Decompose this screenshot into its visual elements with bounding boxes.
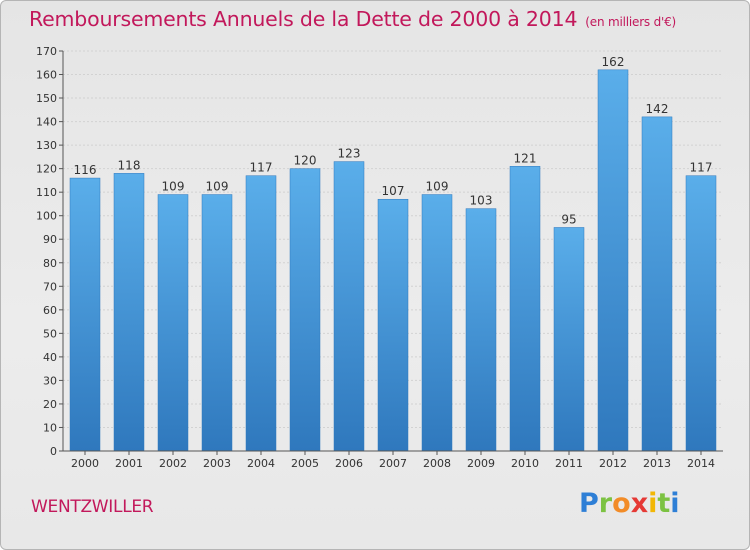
bar-2000[interactable] bbox=[69, 177, 101, 452]
bars bbox=[69, 69, 717, 452]
logo-letter: r bbox=[598, 488, 613, 519]
y-tick-label: 110 bbox=[36, 186, 57, 199]
logo-letter: i bbox=[670, 488, 680, 519]
data-label-2010: 121 bbox=[514, 151, 537, 165]
x-tick-label-2009: 2009 bbox=[467, 457, 495, 470]
y-tick-label: 0 bbox=[50, 445, 57, 458]
data-label-2009: 103 bbox=[470, 194, 493, 208]
bar-2005[interactable] bbox=[289, 168, 321, 452]
logo-letter: t bbox=[657, 488, 671, 519]
y-tick-label: 10 bbox=[43, 421, 57, 434]
data-label-2001: 118 bbox=[118, 158, 141, 172]
y-tick-label: 70 bbox=[43, 280, 57, 293]
data-label-2000: 116 bbox=[74, 163, 97, 177]
data-label-2005: 120 bbox=[294, 154, 317, 168]
x-tick-label-2013: 2013 bbox=[643, 457, 671, 470]
y-tick-label: 130 bbox=[36, 139, 57, 152]
logo-letter: P bbox=[579, 488, 599, 519]
data-label-2003: 109 bbox=[206, 180, 229, 194]
data-label-2006: 123 bbox=[338, 147, 361, 161]
x-tick-label-2004: 2004 bbox=[247, 457, 275, 470]
x-tick-label-2006: 2006 bbox=[335, 457, 363, 470]
x-tick-label-2010: 2010 bbox=[511, 457, 539, 470]
bar-2006[interactable] bbox=[333, 161, 365, 452]
x-tick-label-2007: 2007 bbox=[379, 457, 407, 470]
bar-2003[interactable] bbox=[201, 194, 233, 452]
bar-2002[interactable] bbox=[157, 194, 189, 452]
chart-title: Remboursements Annuels de la Dette de 20… bbox=[29, 7, 676, 31]
data-label-2004: 117 bbox=[250, 161, 273, 175]
data-label-2008: 109 bbox=[426, 180, 449, 194]
x-tick-label-2003: 2003 bbox=[203, 457, 231, 470]
y-tick-label: 170 bbox=[36, 45, 57, 58]
y-tick-label: 150 bbox=[36, 92, 57, 105]
bar-2013[interactable] bbox=[641, 116, 673, 452]
logo-letter: x bbox=[630, 488, 649, 519]
x-tick-label-2002: 2002 bbox=[159, 457, 187, 470]
data-label-2014: 117 bbox=[690, 161, 713, 175]
data-labels: 116 118 109 109 117 120 123 107 109 103 121 95 162 14… bbox=[74, 55, 713, 227]
data-label-2011: 95 bbox=[561, 212, 576, 226]
y-tick-label: 60 bbox=[43, 304, 57, 317]
x-tick-label-2012: 2012 bbox=[599, 457, 627, 470]
bar-2004[interactable] bbox=[245, 175, 277, 452]
data-label-2013: 142 bbox=[646, 102, 669, 116]
y-tick-label: 50 bbox=[43, 327, 57, 340]
bar-2011[interactable] bbox=[553, 227, 585, 452]
bar-2010[interactable] bbox=[509, 166, 541, 452]
y-axis-ticks: 0 10 20 30 40 50 60 70 80 90 100 110 120 130 140 150 160… bbox=[36, 45, 63, 458]
logo-letter: i bbox=[648, 488, 658, 519]
logo-letter: o bbox=[612, 488, 631, 519]
x-tick-label-2014: 2014 bbox=[687, 457, 715, 470]
y-tick-label: 20 bbox=[43, 398, 57, 411]
proxiti-logo[interactable]: Proxiti bbox=[579, 488, 680, 519]
data-label-2012: 162 bbox=[602, 55, 625, 69]
y-tick-label: 160 bbox=[36, 69, 57, 82]
bar-2001[interactable] bbox=[113, 173, 145, 452]
x-tick-label-2001: 2001 bbox=[115, 457, 143, 470]
commune-name: WENTZWILLER bbox=[31, 497, 154, 517]
x-axis-ticks: 2000 2001 2002 2003 2004 2005 2006 2007 2008 2009… bbox=[71, 451, 715, 470]
y-tick-label: 40 bbox=[43, 351, 57, 364]
bar-2012[interactable] bbox=[597, 69, 629, 452]
x-tick-label-2005: 2005 bbox=[291, 457, 319, 470]
y-tick-label: 140 bbox=[36, 116, 57, 129]
bar-2009[interactable] bbox=[465, 208, 497, 452]
y-tick-label: 80 bbox=[43, 257, 57, 270]
data-label-2002: 109 bbox=[162, 180, 185, 194]
chart-title-text: Remboursements Annuels de la Dette de 20… bbox=[29, 7, 578, 31]
x-tick-label-2011: 2011 bbox=[555, 457, 583, 470]
unit-label: (en milliers d'€) bbox=[585, 15, 677, 29]
y-tick-label: 90 bbox=[43, 233, 57, 246]
bar-2014[interactable] bbox=[685, 175, 717, 452]
y-tick-label: 30 bbox=[43, 374, 57, 387]
y-tick-label: 100 bbox=[36, 210, 57, 223]
bar-2007[interactable] bbox=[377, 198, 409, 452]
data-label-2007: 107 bbox=[382, 184, 405, 198]
x-tick-label-2008: 2008 bbox=[423, 457, 451, 470]
x-tick-label-2000: 2000 bbox=[71, 457, 99, 470]
y-tick-label: 120 bbox=[36, 163, 57, 176]
bar-2008[interactable] bbox=[421, 194, 453, 452]
